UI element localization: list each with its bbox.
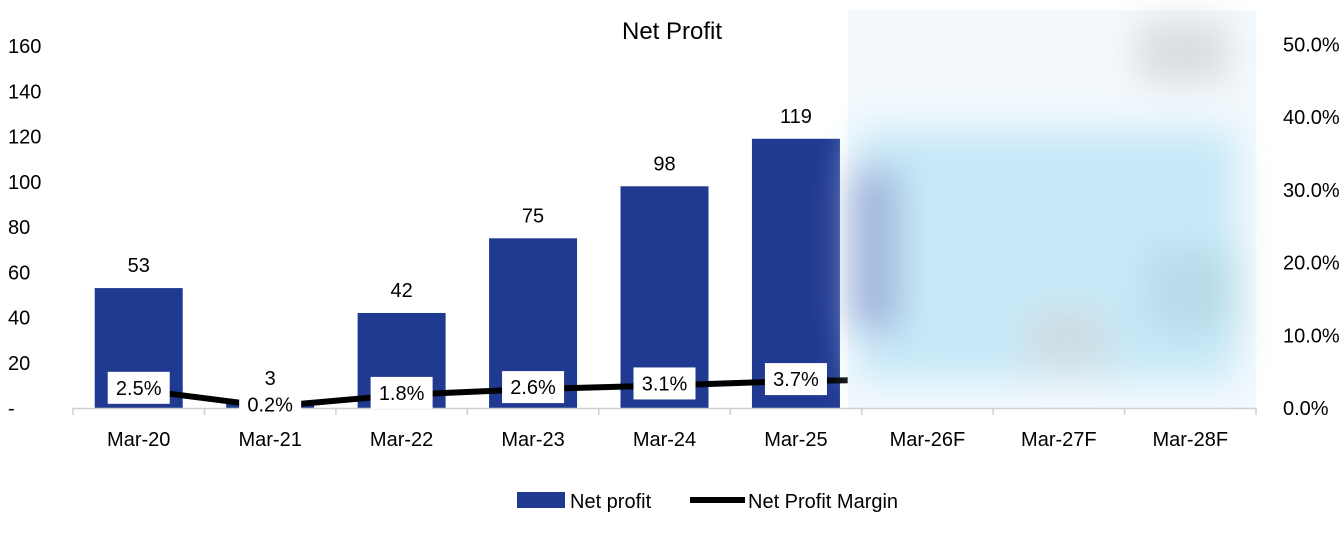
margin-value-label: 2.5% <box>116 378 162 400</box>
y-right-tick-label: 50.0% <box>1283 34 1340 56</box>
x-tick-label-Mar-26F: Mar-26F <box>890 429 966 451</box>
margin-label-box <box>633 367 696 400</box>
margin-value-label: 0.2% <box>247 395 293 417</box>
y-left-tick-label: 20 <box>8 353 30 375</box>
legend: Net profit Net Profit Margin <box>517 491 898 513</box>
y-left-tick-label: 40 <box>8 308 30 330</box>
margin-value-label: 2.6% <box>510 377 556 399</box>
margin-label-box <box>764 363 827 396</box>
bar-value-label: 119 <box>780 106 812 128</box>
y-left-tick-label: - <box>8 398 15 420</box>
y-left-tick-label: 100 <box>8 172 41 194</box>
margin-label-box <box>502 371 565 404</box>
forecast-blob <box>1137 22 1228 82</box>
data-labels: 53 3 42 75 98 119 2.5% 0.2% 1.8% 2.6% 3.1% 3.7% <box>107 106 827 421</box>
y-right-tick-label: 20.0% <box>1283 253 1340 275</box>
y-left-tick-label: 120 <box>8 127 41 149</box>
x-tick-label-Mar-21: Mar-21 <box>238 429 301 451</box>
x-tick-label-Mar-27F: Mar-27F <box>1021 429 1097 451</box>
y-right-tick-label: 30.0% <box>1283 180 1340 202</box>
plot-area <box>94 138 856 410</box>
forecast-blurred-region <box>847 10 1256 408</box>
margin-value-label: 3.7% <box>773 369 819 391</box>
legend-swatch-net-profit <box>517 492 565 508</box>
x-tick-label-Mar-24: Mar-24 <box>633 429 696 451</box>
margin-label-box <box>239 388 302 421</box>
y-left-tick-label: 80 <box>8 217 30 239</box>
axes: Mar-20 Mar-21 Mar-22 Mar-23 Mar-24 Mar-25 Mar-… <box>8 34 1340 451</box>
forecast-blob <box>1147 250 1238 330</box>
forecast-blob <box>849 170 900 330</box>
forecast-blur-layer <box>849 22 1238 380</box>
y-right-tick-label: 40.0% <box>1283 107 1340 129</box>
legend-label-net-profit: Net profit <box>570 491 652 513</box>
margin-label-box <box>370 376 433 409</box>
y-left-tick-label: 140 <box>8 81 41 103</box>
legend-label-net-profit-margin: Net Profit Margin <box>748 491 898 513</box>
margin-label-box <box>107 371 170 404</box>
y-right-tick-label: 10.0% <box>1283 325 1340 347</box>
x-tick-label-Mar-28F: Mar-28F <box>1152 429 1228 451</box>
x-tick-label-Mar-25: Mar-25 <box>764 429 827 451</box>
bar-value-label: 53 <box>128 255 150 277</box>
x-tick-label-Mar-20: Mar-20 <box>107 429 170 451</box>
x-tick-label-Mar-23: Mar-23 <box>501 429 564 451</box>
bar-value-label: 3 <box>265 368 276 390</box>
bar-value-label: 42 <box>390 280 412 302</box>
margin-value-label: 1.8% <box>379 383 425 405</box>
y-right-tick-label: 0.0% <box>1283 398 1329 420</box>
x-tick-label-Mar-22: Mar-22 <box>370 429 433 451</box>
bar-value-label: 98 <box>653 153 675 175</box>
y-left-tick-label: 60 <box>8 262 30 284</box>
forecast-blob <box>1027 310 1108 370</box>
y-left-tick-label: 160 <box>8 36 41 58</box>
bar-value-label: 75 <box>522 205 544 227</box>
chart-title: Net Profit <box>622 18 722 45</box>
margin-value-label: 3.1% <box>642 373 688 395</box>
